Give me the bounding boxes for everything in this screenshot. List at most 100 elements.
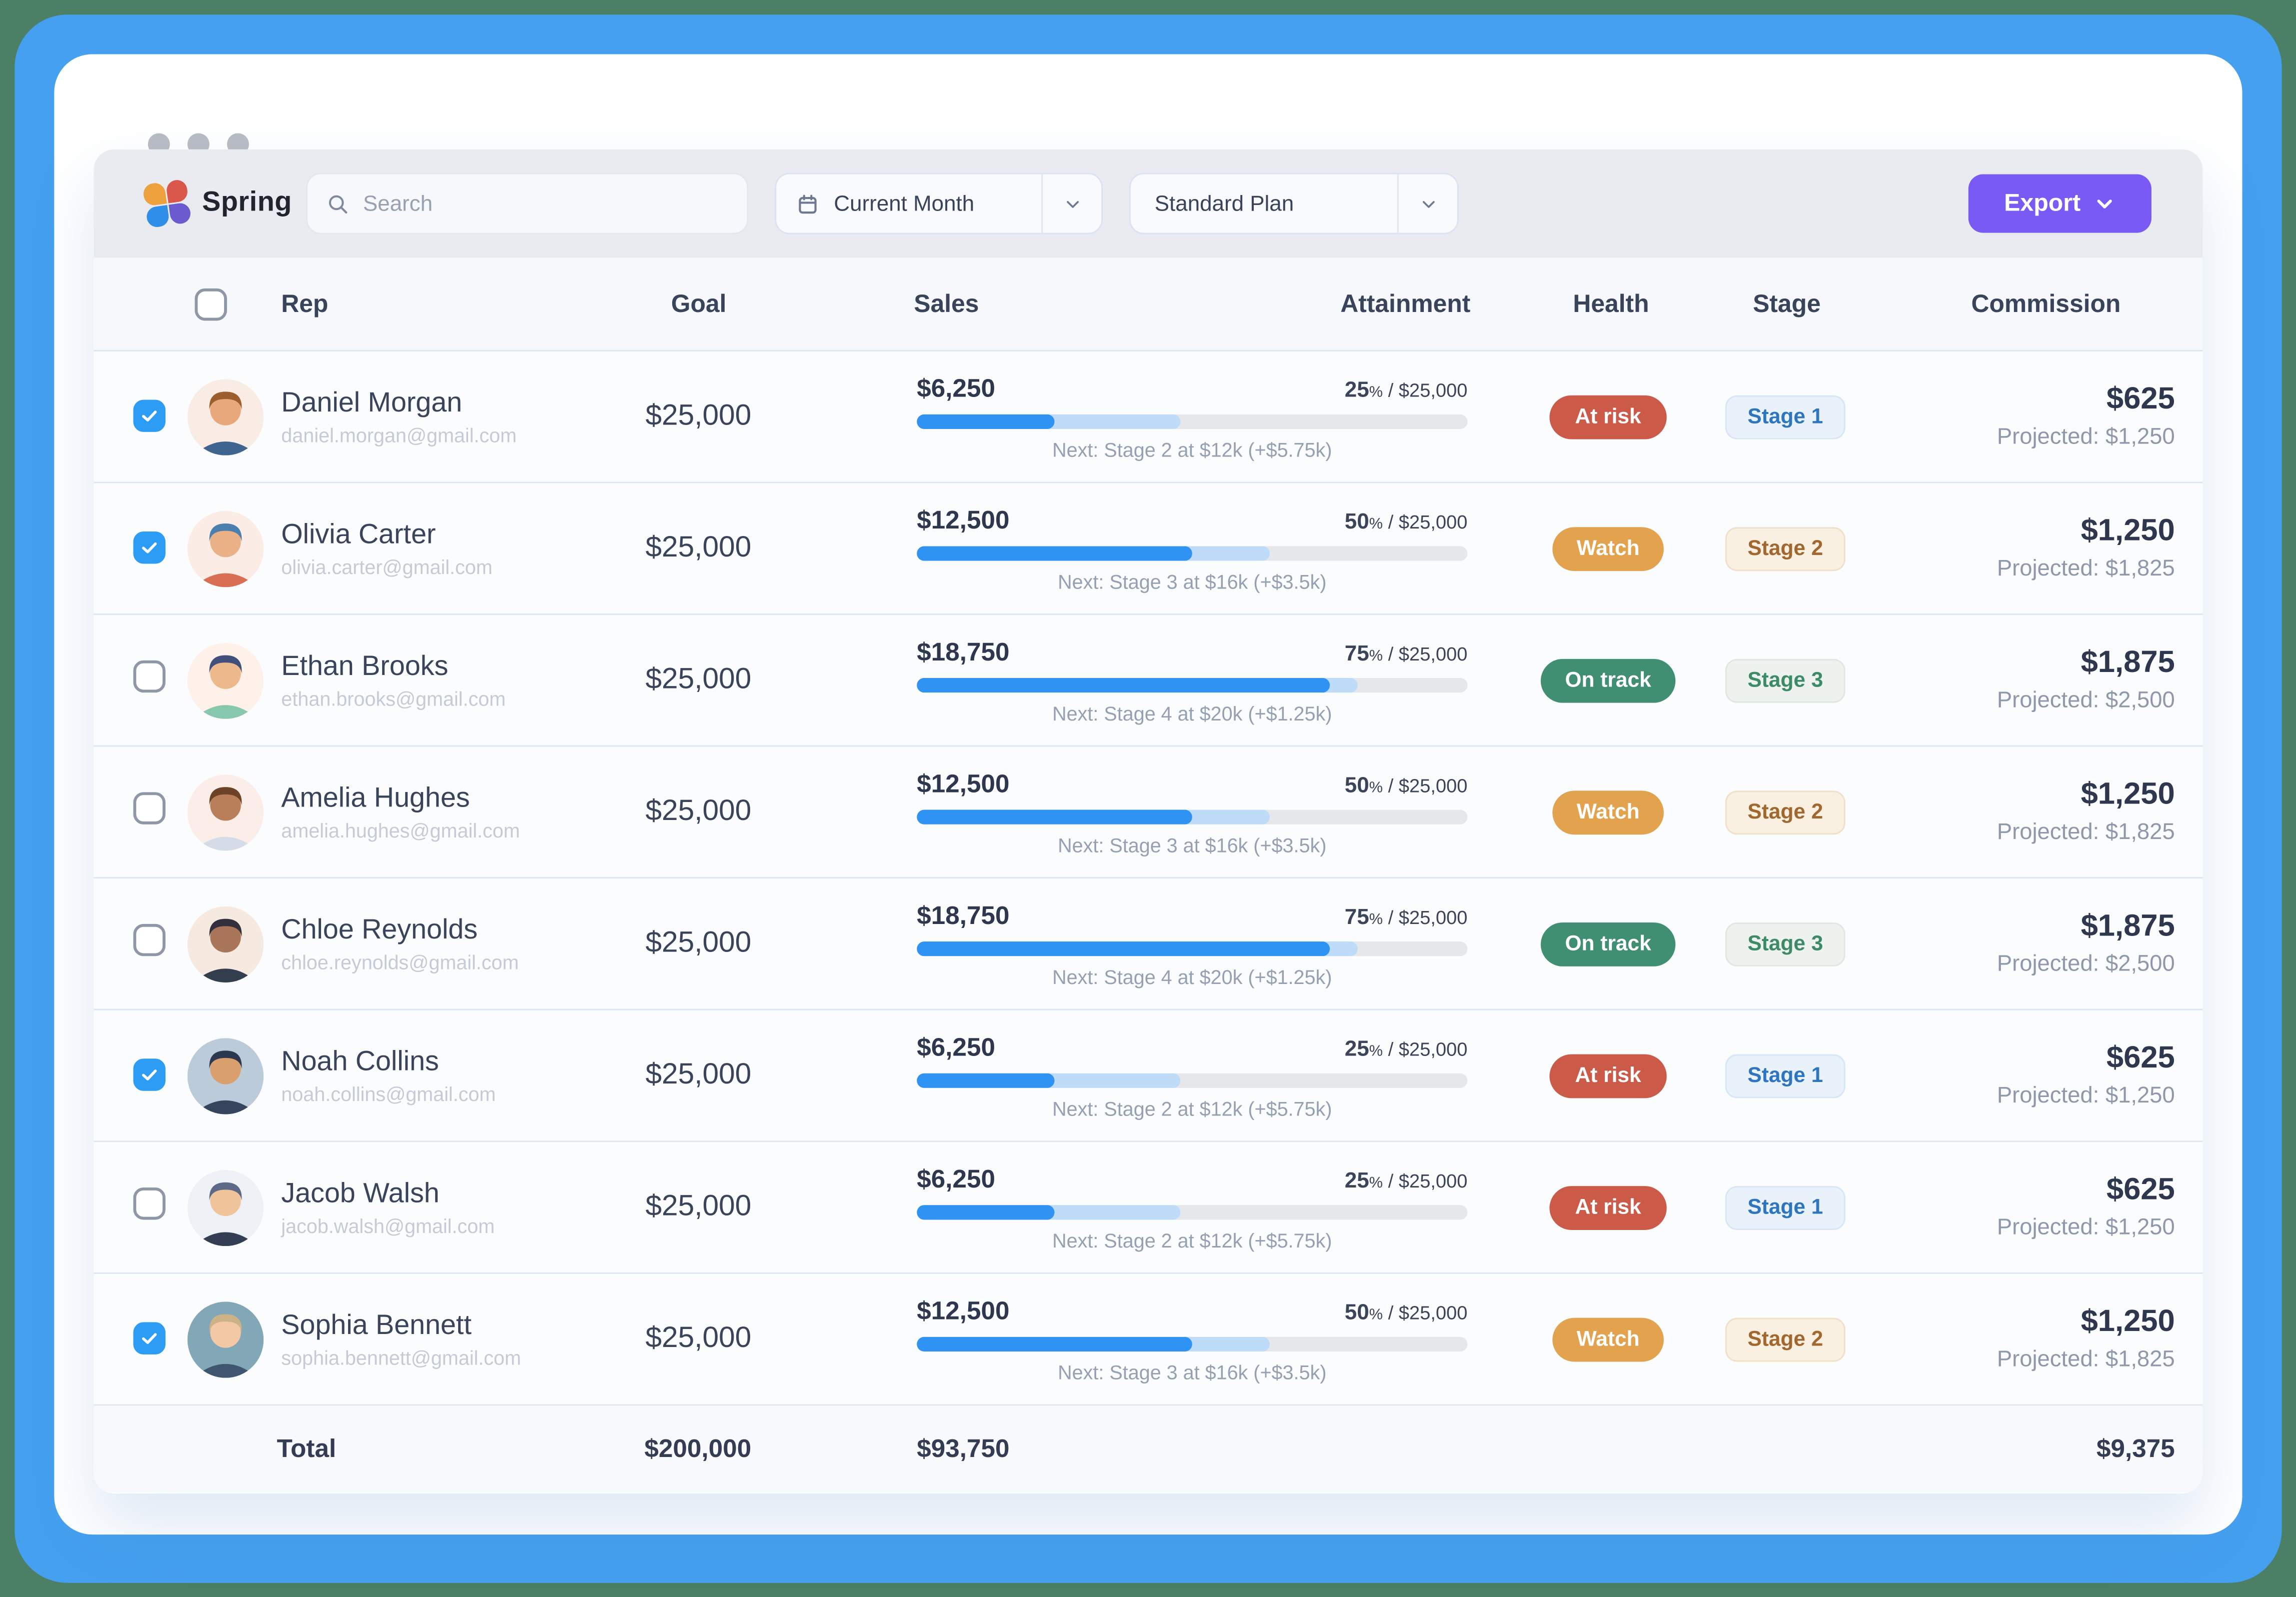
table-row[interactable]: Chloe Reynolds chloe.reynolds@gmail.com … [94, 878, 2203, 1010]
goal-value: $25,000 [645, 663, 752, 696]
attainment-fraction: 25% / $25,000 [1344, 1168, 1468, 1193]
projected-commission: Projected: $1,825 [1996, 556, 2175, 582]
goal-value: $25,000 [645, 1058, 752, 1091]
table-row[interactable]: Noah Collins noah.collins@gmail.com $25,… [94, 1010, 2203, 1142]
commission-value: $1,875 [2080, 909, 2175, 943]
projected-commission: Projected: $1,250 [1996, 1215, 2175, 1240]
total-sales: $93,750 [917, 1433, 1010, 1462]
table-row[interactable]: Amelia Hughes amelia.hughes@gmail.com $2… [94, 746, 2203, 879]
app-window: Spring Current Month Standard Plan [54, 54, 2242, 1535]
divider [1042, 174, 1044, 233]
attainment-fraction: 50% / $25,000 [1344, 1300, 1468, 1324]
commission-value: $1,250 [2080, 514, 2175, 548]
sales-value: $6,250 [917, 1163, 996, 1193]
attainment-progress-bar [917, 940, 1468, 956]
avatar [187, 378, 264, 455]
export-label: Export [2004, 190, 2081, 216]
sales-value: $12,500 [917, 504, 1010, 534]
calendar-icon [799, 194, 817, 213]
row-checkbox[interactable] [133, 1322, 166, 1354]
stage-badge: Stage 3 [1725, 658, 1845, 702]
divider [1397, 174, 1399, 233]
header-commission: Commission [1971, 289, 2121, 318]
total-goal: $200,000 [644, 1433, 752, 1462]
health-badge: At risk [1550, 1054, 1666, 1098]
attainment-fraction: 25% / $25,000 [1344, 1036, 1468, 1061]
goal-value: $25,000 [645, 795, 752, 828]
attainment-cell: $6,250 25% / $25,000 Next: Stage 2 at $1… [917, 1032, 1468, 1120]
row-checkbox[interactable] [133, 924, 166, 956]
row-checkbox[interactable] [133, 400, 166, 432]
row-checkbox[interactable] [133, 660, 166, 693]
health-badge: On track [1540, 658, 1676, 702]
plan-filter-dropdown[interactable]: Standard Plan [1129, 172, 1459, 234]
row-checkbox[interactable] [133, 792, 166, 824]
rep-email: ethan.brooks@gmail.com [281, 687, 506, 710]
projected-commission: Projected: $1,825 [1996, 1347, 2175, 1372]
rep-name: Chloe Reynolds [281, 914, 478, 946]
avatar [187, 774, 264, 850]
row-checkbox[interactable] [133, 1058, 166, 1091]
sales-table-card: Spring Current Month Standard Plan [94, 149, 2203, 1494]
rep-email: amelia.hughes@gmail.com [281, 819, 520, 842]
sales-value: $12,500 [917, 1295, 1010, 1324]
commission-value: $625 [2106, 382, 2175, 416]
attainment-fraction: 75% / $25,000 [1344, 904, 1468, 930]
attainment-progress-bar [917, 414, 1468, 428]
goal-value: $25,000 [645, 532, 752, 564]
table-row[interactable]: Daniel Morgan daniel.morgan@gmail.com $2… [94, 351, 2203, 484]
health-badge: Watch [1551, 790, 1665, 834]
sales-value: $6,250 [917, 372, 996, 402]
search-input[interactable] [363, 191, 729, 216]
next-stage-hint: Next: Stage 4 at $20k (+$1.25k) [1052, 702, 1332, 724]
projected-commission: Projected: $1,250 [1996, 424, 2175, 450]
next-stage-hint: Next: Stage 2 at $12k (+$5.75k) [1052, 1097, 1332, 1120]
projected-commission: Projected: $2,500 [1996, 688, 2175, 714]
stage-badge: Stage 3 [1725, 922, 1845, 966]
avatar [187, 1037, 264, 1114]
commission-value: $1,250 [2080, 778, 2175, 812]
table-row[interactable]: Olivia Carter olivia.carter@gmail.com $2… [94, 483, 2203, 615]
table-row[interactable]: Ethan Brooks ethan.brooks@gmail.com $25,… [94, 614, 2203, 747]
stage-badge: Stage 1 [1725, 1185, 1845, 1230]
rep-name: Olivia Carter [281, 519, 436, 550]
commission-value: $1,875 [2080, 646, 2175, 680]
period-filter-dropdown[interactable]: Current Month [775, 172, 1104, 234]
table-row[interactable]: Jacob Walsh jacob.walsh@gmail.com $25,00… [94, 1142, 2203, 1274]
projected-commission: Projected: $2,500 [1996, 952, 2175, 977]
select-all-checkbox[interactable] [195, 288, 227, 321]
search-icon [329, 194, 348, 213]
total-commission: $9,375 [2096, 1433, 2175, 1462]
header-health: Health [1573, 289, 1649, 318]
chevron-down-icon [1422, 200, 1435, 208]
goal-value: $25,000 [645, 1190, 752, 1223]
goal-value: $25,000 [645, 400, 752, 432]
attainment-cell: $12,500 50% / $25,000 Next: Stage 3 at $… [917, 768, 1468, 856]
attainment-cell: $18,750 75% / $25,000 Next: Stage 4 at $… [917, 900, 1468, 988]
avatar [187, 510, 264, 586]
header-attainment: Attainment [1340, 289, 1471, 318]
attainment-progress-bar [917, 677, 1468, 692]
chevron-down-icon [2096, 200, 2111, 208]
next-stage-hint: Next: Stage 2 at $12k (+$5.75k) [1052, 1229, 1332, 1252]
attainment-fraction: 75% / $25,000 [1344, 640, 1468, 666]
health-badge: At risk [1550, 394, 1666, 439]
attainment-cell: $18,750 75% / $25,000 Next: Stage 4 at $… [917, 636, 1468, 724]
search-box[interactable] [307, 172, 749, 234]
row-checkbox[interactable] [133, 1188, 166, 1220]
plan-filter-value: Standard Plan [1154, 191, 1294, 216]
health-badge: Watch [1551, 526, 1665, 570]
rep-email: jacob.walsh@gmail.com [281, 1214, 495, 1237]
row-checkbox[interactable] [133, 532, 166, 564]
chevron-down-icon [1066, 200, 1079, 208]
rep-name: Ethan Brooks [281, 650, 449, 682]
commission-value: $1,250 [2080, 1304, 2175, 1338]
table-row[interactable]: Sophia Bennett sophia.bennett@gmail.com … [94, 1274, 2203, 1406]
brand-name: Spring [202, 187, 292, 218]
stage-badge: Stage 2 [1725, 1317, 1845, 1362]
total-row: Total $200,000 $93,750 $9,375 [94, 1406, 2203, 1492]
export-button[interactable]: Export [1968, 174, 2151, 233]
goal-value: $25,000 [645, 1322, 752, 1354]
rep-email: olivia.carter@gmail.com [281, 556, 493, 578]
